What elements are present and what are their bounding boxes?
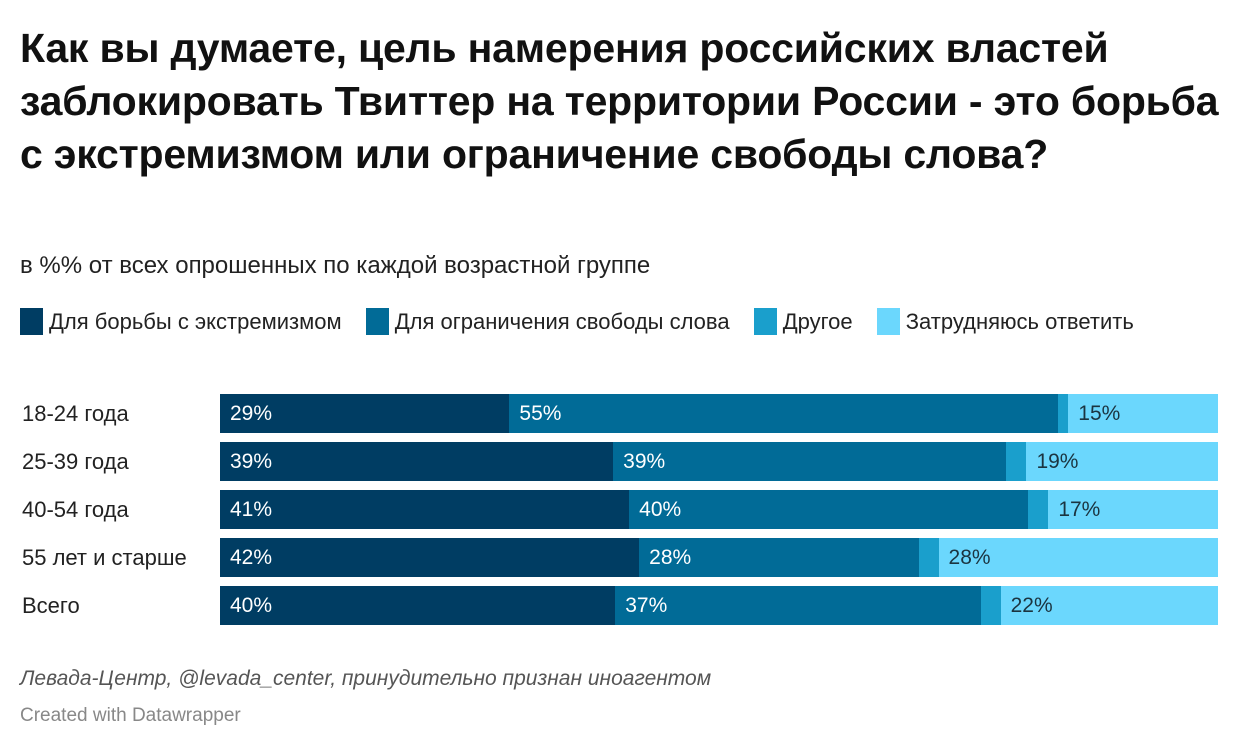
data-label: 39% (623, 450, 666, 473)
bar-row: 39% 39% 19% (220, 442, 1219, 481)
data-label: 28% (948, 546, 991, 569)
chart-subtitle: в %% от всех опрошенных по каждой возрас… (20, 252, 651, 279)
legend-item-extremism: Для борьбы с экстремизмом (20, 308, 342, 335)
legend-item-undecided: Затрудняюсь ответить (876, 308, 1134, 335)
bar-segment (980, 586, 1002, 625)
bar-row: 40% 37% 22% (220, 586, 1219, 625)
data-label: 17% (1058, 498, 1101, 521)
row-label: Всего (22, 593, 80, 618)
bar-segment (1058, 394, 1069, 433)
bar-segment (1048, 490, 1219, 529)
data-label: 55% (519, 402, 562, 425)
legend-item-other: Другое (753, 308, 853, 335)
data-label: 42% (230, 546, 273, 569)
data-label: 22% (1010, 594, 1053, 617)
bar-segment (613, 442, 1007, 481)
data-label: 15% (1078, 402, 1121, 425)
bar-segment (639, 538, 920, 577)
legend-swatch (365, 308, 389, 335)
bar-segment (615, 586, 982, 625)
bar-segment (220, 490, 630, 529)
bar-segment (220, 538, 640, 577)
data-label: 39% (230, 450, 273, 473)
stacked-bar-chart: 18-24 года 29% 55% 15% 25-39 года 39% 39% 19% 40… (0, 392, 1240, 632)
legend-swatch (20, 308, 43, 335)
data-label: 41% (230, 498, 273, 521)
bar-row: 29% 55% 15% (220, 394, 1219, 433)
bar-segment (918, 538, 940, 577)
row-label: 40-54 года (22, 497, 129, 522)
data-label: 28% (649, 546, 692, 569)
data-label: 40% (230, 594, 273, 617)
legend-swatch (753, 308, 777, 335)
bar-segment (220, 394, 510, 433)
legend-swatch (876, 308, 900, 335)
bar-segment (1006, 442, 1027, 481)
bar-segment (1026, 442, 1219, 481)
legend-label: Для борьбы с экстремизмом (49, 309, 342, 334)
bar-segment (1000, 586, 1219, 625)
bar-row: 41% 40% 17% (220, 490, 1219, 529)
bar-row: 42% 28% 28% (220, 538, 1219, 577)
row-label: 25-39 года (22, 449, 129, 474)
row-label: 18-24 года (22, 401, 129, 426)
legend: Для борьбы с экстремизмом Для ограничени… (20, 305, 1160, 339)
legend-label: Затрудняюсь ответить (905, 309, 1134, 334)
bar-segment (220, 586, 616, 625)
chart-title: Как вы думаете, цель намерения российски… (20, 25, 1219, 177)
bar-segment (629, 490, 1029, 529)
datawrapper-credit: Created with Datawrapper (20, 705, 241, 726)
bar-segment (509, 394, 1059, 433)
bar-segment (220, 442, 614, 481)
legend-label: Другое (782, 309, 853, 334)
legend-label: Для ограничения свободы слова (394, 309, 730, 334)
bar-segment (1068, 394, 1219, 433)
data-label: 37% (625, 594, 668, 617)
data-label: 19% (1036, 450, 1079, 473)
data-label: 29% (230, 402, 273, 425)
bar-segment (938, 538, 1219, 577)
row-label: 55 лет и старше (22, 545, 187, 570)
legend-item-free-speech: Для ограничения свободы слова (365, 308, 730, 335)
bar-segment (1028, 490, 1049, 529)
data-label: 40% (639, 498, 682, 521)
source-note: Левада-Центр, @levada_center, принудител… (20, 667, 712, 690)
